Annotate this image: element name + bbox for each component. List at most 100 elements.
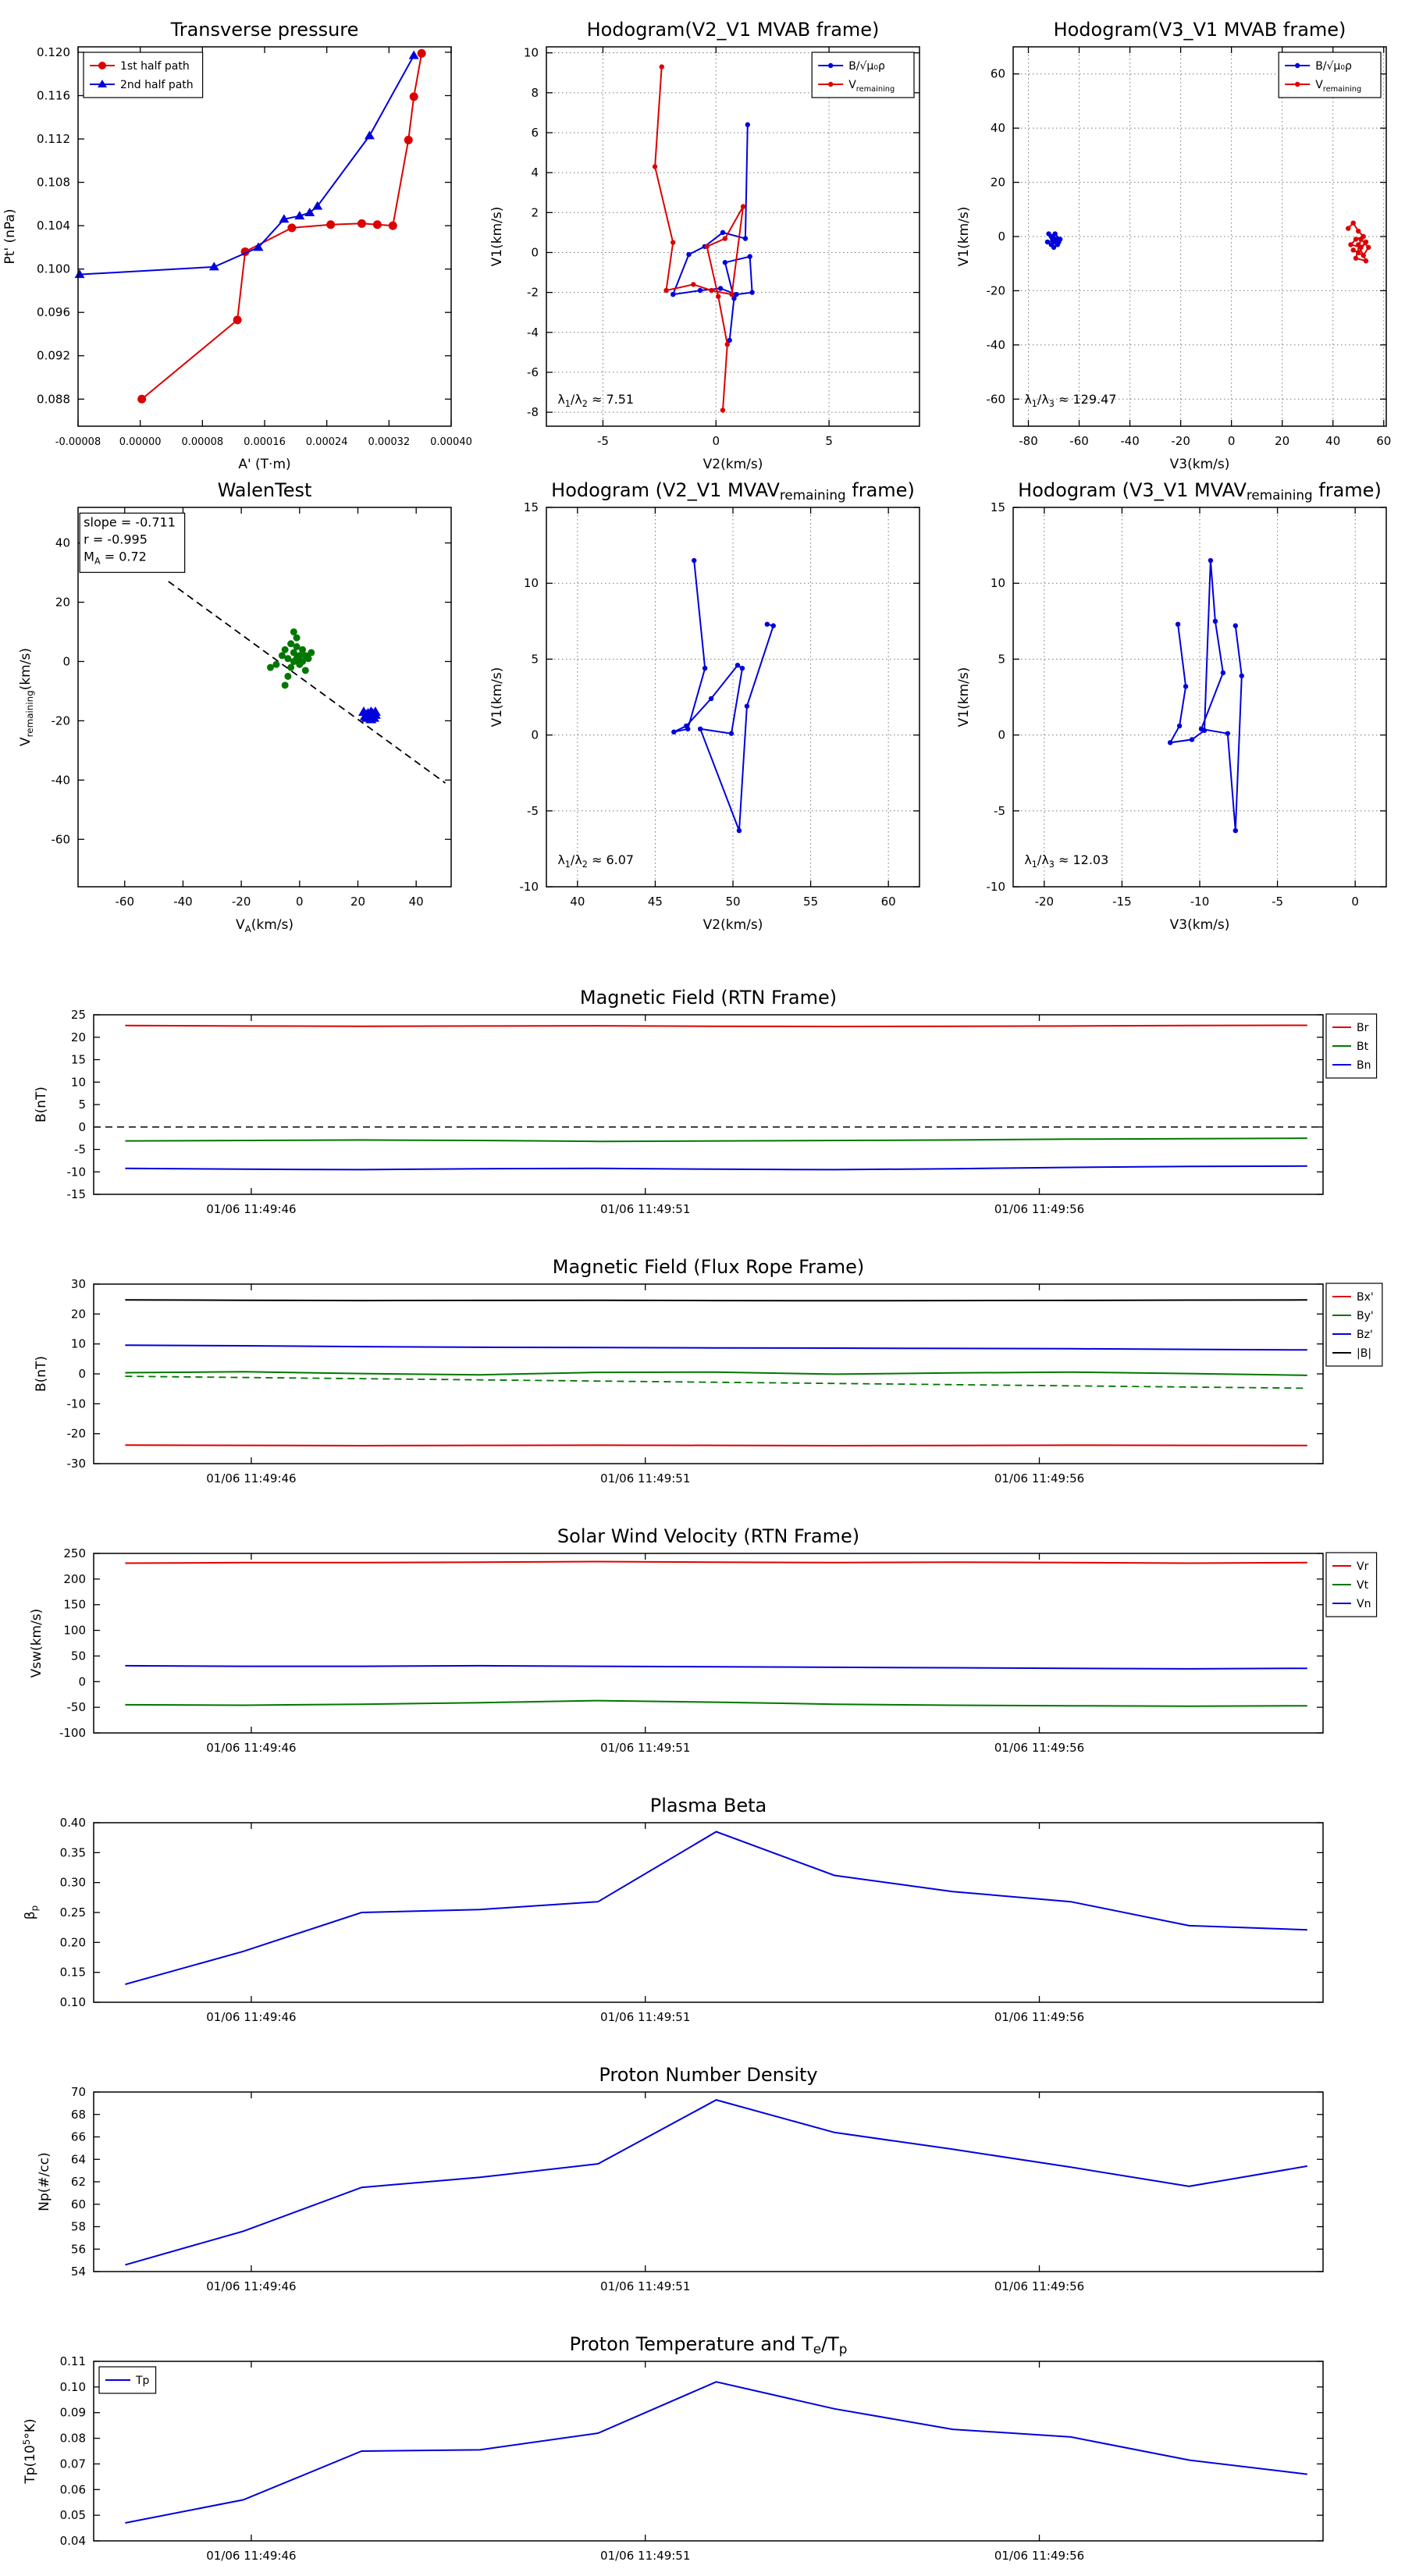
y-tick-label: 0.25 bbox=[60, 1905, 86, 1920]
x-tick-label: -20 bbox=[1171, 434, 1190, 448]
legend-label: Bt bbox=[1357, 1041, 1369, 1053]
y-tick-label: 0.096 bbox=[37, 305, 70, 319]
marker bbox=[720, 407, 726, 413]
legend-label: By' bbox=[1357, 1310, 1374, 1322]
legend-label: Vr bbox=[1357, 1560, 1369, 1573]
series-bn bbox=[125, 1165, 1307, 1171]
y-tick-label: 54 bbox=[71, 2265, 86, 2279]
marker bbox=[739, 665, 745, 671]
x-tick-label: 01/06 11:49:46 bbox=[206, 1741, 296, 1755]
marker bbox=[294, 211, 305, 220]
y-tick-label: 20 bbox=[55, 596, 70, 610]
x-tick-label: 0 bbox=[712, 434, 720, 448]
y-tick-label: 8 bbox=[531, 86, 539, 100]
series-line bbox=[125, 1664, 1307, 1670]
legend-label: B/√μ₀ρ bbox=[1315, 60, 1352, 73]
y-tick-label: 0.104 bbox=[37, 219, 70, 233]
grid bbox=[1013, 47, 1386, 426]
axis-ticks bbox=[546, 47, 919, 426]
marker bbox=[659, 64, 664, 69]
x-tick-label: 01/06 11:49:51 bbox=[600, 2279, 690, 2293]
axis-ticks bbox=[94, 2091, 1323, 2272]
annotation-text: λ1/λ3 ≈ 12.03 bbox=[1024, 852, 1108, 870]
y-tick-label: 60 bbox=[991, 67, 1005, 81]
y-axis-label: βp bbox=[23, 1905, 40, 1920]
chart-title: Magnetic Field (Flux Rope Frame) bbox=[553, 1256, 864, 1278]
marker bbox=[137, 394, 147, 404]
y-tick-label: -6 bbox=[527, 365, 539, 379]
chart-hodogram-v3v1-mvab: -80 -60 -40 -20 0 20 40 60 -60 -40 -20 0 20 40 60 V3(km… bbox=[956, 19, 1391, 472]
marker bbox=[1239, 673, 1244, 678]
x-tick-label: -15 bbox=[1112, 895, 1132, 909]
y-tick-label: -20 bbox=[67, 1427, 87, 1441]
x-axis-label: V2(km/s) bbox=[703, 457, 763, 472]
marker bbox=[697, 287, 703, 294]
y-axis-label: Vsw(km/s) bbox=[29, 1609, 44, 1678]
legend-label: Bx' bbox=[1357, 1291, 1374, 1304]
x-tick-label: 60 bbox=[1376, 434, 1391, 448]
y-tick-label: 15 bbox=[991, 500, 1005, 514]
marker bbox=[1167, 740, 1173, 745]
series-line bbox=[125, 1699, 1307, 1707]
x-tick-label: 01/06 11:49:56 bbox=[994, 2549, 1084, 2563]
marker bbox=[1363, 258, 1369, 264]
marker bbox=[278, 652, 286, 660]
series-v-hodogram bbox=[1167, 557, 1244, 834]
marker bbox=[1356, 242, 1361, 247]
chart-solar-wind-velocity: 01/06 11:49:46 01/06 11:49:51 01/06 11:49:… bbox=[29, 1525, 1378, 1755]
y-tick-label: 0.35 bbox=[60, 1845, 86, 1859]
annotation: λ1/λ3 ≈ 129.47 bbox=[1024, 392, 1116, 409]
x-tick-label: 45 bbox=[648, 895, 663, 909]
x-tick-label: 20 bbox=[350, 895, 365, 909]
y-tick-label: 66 bbox=[71, 2130, 86, 2144]
y-tick-label: 250 bbox=[63, 1546, 86, 1560]
y-tick-label: 64 bbox=[71, 2152, 86, 2166]
y-tick-label: 10 bbox=[71, 1337, 86, 1351]
marker bbox=[1295, 62, 1300, 69]
y-tick-label: 70 bbox=[71, 2085, 86, 2099]
legend: 1st half path 2nd half path bbox=[83, 52, 204, 98]
marker bbox=[1052, 231, 1058, 237]
y-tick-label: 68 bbox=[71, 2108, 86, 2122]
annotation-box bbox=[79, 512, 186, 573]
y-tick-label: 150 bbox=[63, 1598, 86, 1612]
x-tick-label: -20 bbox=[1035, 895, 1055, 909]
series-line bbox=[125, 1137, 1307, 1143]
x-tick-label: 01/06 11:49:51 bbox=[600, 1741, 690, 1755]
marker bbox=[290, 649, 297, 656]
marker bbox=[828, 81, 834, 87]
marker bbox=[279, 214, 290, 223]
series-line bbox=[125, 1024, 1307, 1028]
y-tick-label: 40 bbox=[55, 536, 70, 550]
marker bbox=[1044, 239, 1051, 245]
marker bbox=[290, 628, 297, 635]
marker bbox=[284, 655, 292, 663]
y-tick-label: -30 bbox=[67, 1457, 87, 1471]
marker bbox=[1050, 237, 1055, 242]
series-line bbox=[125, 1371, 1307, 1376]
y-tick-label: 25 bbox=[71, 1008, 86, 1022]
x-axis-label: A' (T·m) bbox=[238, 457, 290, 472]
y-tick-label: -10 bbox=[520, 880, 539, 894]
x-axis-label: V3(km/s) bbox=[1170, 917, 1230, 933]
x-tick-label: -40 bbox=[173, 895, 193, 909]
axis-ticks bbox=[78, 507, 451, 887]
series-bx bbox=[125, 1444, 1307, 1447]
marker bbox=[293, 634, 301, 642]
x-tick-label: 01/06 11:49:51 bbox=[600, 1471, 690, 1485]
series-second-half-points bbox=[357, 706, 381, 724]
series-fit-line bbox=[168, 581, 446, 784]
legend-label: B/√μ₀ρ bbox=[848, 60, 885, 73]
y-axis-label: Vremaining(km/s) bbox=[18, 648, 35, 746]
plot-frame bbox=[93, 2091, 1324, 2272]
plot-frame bbox=[93, 1553, 1324, 1734]
plot-frame bbox=[1012, 507, 1387, 888]
y-tick-label: 30 bbox=[71, 1277, 86, 1291]
y-tick-label: -5 bbox=[527, 804, 539, 818]
legend-label: Tp bbox=[135, 2375, 150, 2387]
series-v-hodogram bbox=[671, 557, 776, 834]
marker bbox=[736, 827, 742, 834]
chart-plasma-beta: 01/06 11:49:46 01/06 11:49:51 01/06 11:49:… bbox=[23, 1795, 1324, 2024]
y-tick-label: 0.11 bbox=[60, 2354, 86, 2368]
